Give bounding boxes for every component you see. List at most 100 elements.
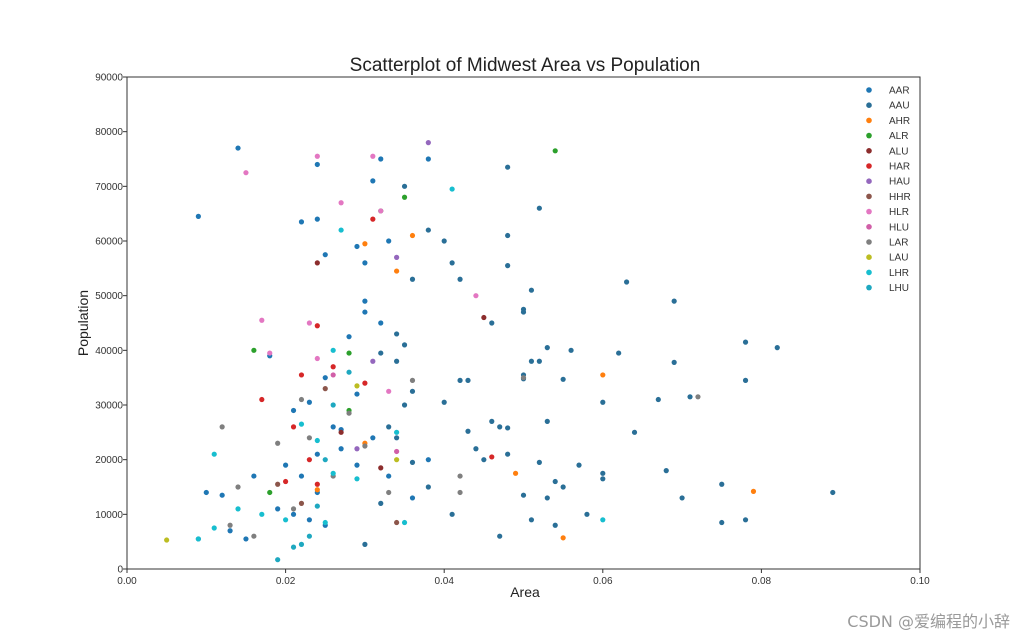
y-tick-label: 70000 xyxy=(95,182,123,193)
point-aau xyxy=(394,435,400,441)
point-lhr xyxy=(338,227,344,233)
point-aar xyxy=(290,511,297,517)
point-aau xyxy=(505,164,511,170)
point-aar xyxy=(346,334,352,340)
y-axis-ticks: 0 10000 20000 30000 40000 50000 60000 70000 8000… xyxy=(95,73,127,576)
point-aar xyxy=(386,238,392,244)
point-lhr xyxy=(298,421,305,427)
y-tick-label: 20000 xyxy=(95,455,123,466)
point-aau xyxy=(631,429,638,435)
point-ahr xyxy=(750,488,757,494)
point-lhr xyxy=(354,476,360,482)
point-aau xyxy=(544,495,550,501)
point-lhr xyxy=(211,525,217,531)
point-har xyxy=(330,364,336,370)
x-tick-label: 0.06 xyxy=(593,576,613,587)
point-aau xyxy=(441,399,447,405)
watermark: CSDN @爱编程的小辞 xyxy=(847,612,1010,631)
point-aau xyxy=(505,232,511,239)
y-tick-label: 90000 xyxy=(95,73,123,84)
point-aau xyxy=(742,339,749,345)
point-aar xyxy=(298,473,305,479)
point-lar xyxy=(520,375,527,381)
point-aau xyxy=(536,459,542,465)
legend: AAR AAU AHR ALR ALU HAR HAU HHR HLR HLU LAR LAU LHR L… xyxy=(866,86,911,294)
point-aau xyxy=(719,519,725,526)
point-lar xyxy=(235,484,241,490)
point-aau xyxy=(528,287,535,293)
point-aar xyxy=(354,462,360,468)
legend-label: HLR xyxy=(889,207,909,218)
point-aau xyxy=(552,522,558,528)
point-lhr xyxy=(259,511,265,517)
point-lhr xyxy=(394,429,400,435)
point-lhu xyxy=(314,503,320,509)
point-ahr xyxy=(560,535,566,541)
x-axis-ticks: 0.00 0.02 0.04 0.06 0.08 0.10 xyxy=(117,569,930,587)
point-hlr xyxy=(267,350,273,356)
point-ahr xyxy=(409,232,416,239)
point-aau xyxy=(520,309,527,315)
point-hlr xyxy=(378,208,384,214)
point-lar xyxy=(457,489,463,496)
point-har xyxy=(370,216,376,222)
point-lau xyxy=(394,457,400,463)
legend-label: HAR xyxy=(889,162,910,173)
point-aar xyxy=(322,375,328,381)
point-hlr xyxy=(259,317,265,323)
point-har xyxy=(290,424,297,430)
y-tick-label: 30000 xyxy=(95,401,123,412)
point-aau xyxy=(449,260,455,266)
point-lhr xyxy=(330,470,336,476)
point-har xyxy=(306,457,312,463)
point-hlr xyxy=(338,200,344,206)
point-aau xyxy=(441,238,447,244)
point-aau xyxy=(719,481,725,487)
point-har xyxy=(314,323,320,329)
point-har xyxy=(283,478,289,485)
point-alr xyxy=(552,148,558,154)
point-aau xyxy=(465,377,471,383)
point-aau xyxy=(425,227,431,233)
point-lau xyxy=(354,383,360,389)
point-aar xyxy=(283,462,289,468)
point-lhu xyxy=(330,402,336,408)
point-aar xyxy=(425,457,431,463)
point-aau xyxy=(386,424,392,430)
point-aar xyxy=(203,489,209,496)
point-lhu xyxy=(298,541,305,548)
point-lhr xyxy=(600,517,606,523)
point-har xyxy=(362,380,368,386)
point-aar xyxy=(425,156,431,162)
point-hhr xyxy=(322,386,328,392)
point-lar xyxy=(298,396,305,403)
point-alu xyxy=(378,465,384,471)
y-tick-label: 80000 xyxy=(95,127,123,138)
point-lhu xyxy=(275,557,281,563)
legend-marker-hhr xyxy=(866,193,872,200)
point-lau xyxy=(164,537,170,543)
point-ahr xyxy=(600,372,606,378)
x-tick-label: 0.10 xyxy=(910,576,930,587)
point-aau xyxy=(552,478,558,485)
point-aar xyxy=(195,213,201,219)
point-hhr xyxy=(298,500,305,506)
point-lar xyxy=(275,440,281,446)
point-lar xyxy=(251,533,257,539)
point-aau xyxy=(378,350,384,356)
point-aar xyxy=(354,391,360,397)
point-aar xyxy=(275,506,281,512)
legend-label: HLU xyxy=(889,222,909,233)
point-lar xyxy=(386,489,392,496)
point-hhr xyxy=(275,481,281,487)
point-aar xyxy=(322,252,328,258)
point-lhr xyxy=(195,536,201,542)
point-aar xyxy=(306,399,312,405)
point-hlr xyxy=(314,153,320,159)
point-aau xyxy=(560,376,566,382)
point-aau xyxy=(505,425,511,431)
legend-label: LHR xyxy=(889,268,909,279)
legend-label: AAR xyxy=(889,86,910,97)
point-hlr xyxy=(473,293,479,299)
